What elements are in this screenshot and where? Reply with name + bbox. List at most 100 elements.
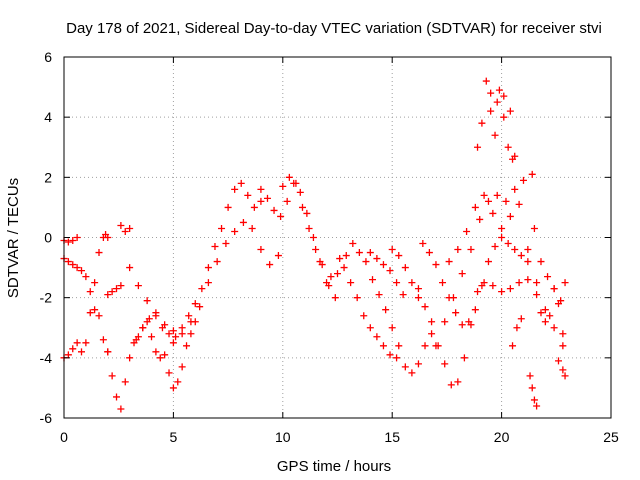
data-point xyxy=(64,258,72,266)
data-point xyxy=(91,306,99,314)
data-point xyxy=(366,249,374,257)
data-point xyxy=(161,351,169,359)
data-point xyxy=(340,264,348,272)
data-point xyxy=(375,291,383,299)
data-point xyxy=(460,354,468,362)
data-point xyxy=(95,312,103,320)
data-point xyxy=(331,294,339,302)
series-arc11 xyxy=(169,218,282,347)
data-point xyxy=(156,354,164,362)
data-point xyxy=(463,227,471,235)
data-point xyxy=(108,372,116,380)
data-point xyxy=(78,267,86,275)
data-point xyxy=(471,203,479,211)
data-point xyxy=(517,252,525,260)
data-point xyxy=(487,89,495,97)
data-point xyxy=(257,197,265,205)
data-point xyxy=(191,300,199,308)
data-point xyxy=(432,342,440,350)
data-point xyxy=(73,339,81,347)
data-point xyxy=(517,315,525,323)
data-point xyxy=(408,369,416,377)
data-point xyxy=(165,330,173,338)
data-point xyxy=(187,330,195,338)
data-point xyxy=(452,309,460,317)
data-point xyxy=(327,273,335,281)
data-point xyxy=(414,285,422,293)
data-point xyxy=(524,258,532,266)
data-point xyxy=(561,372,569,380)
data-point xyxy=(298,203,306,211)
data-point xyxy=(224,203,232,211)
x-tick-label: 5 xyxy=(170,429,178,445)
data-point xyxy=(489,209,497,217)
data-point xyxy=(487,107,495,115)
data-point xyxy=(139,324,147,332)
data-point xyxy=(178,324,186,332)
data-point xyxy=(498,224,506,232)
data-point xyxy=(178,330,186,338)
x-axis-label: GPS time / hours xyxy=(277,458,391,475)
data-point xyxy=(474,288,482,296)
data-point xyxy=(506,285,514,293)
data-point xyxy=(277,212,285,220)
data-point xyxy=(69,261,77,269)
data-point xyxy=(270,206,278,214)
series-arc27 xyxy=(524,224,569,305)
data-point xyxy=(388,246,396,254)
data-point xyxy=(152,348,160,356)
data-point xyxy=(183,342,191,350)
data-point xyxy=(441,318,449,326)
data-point xyxy=(476,215,484,223)
data-point xyxy=(393,279,401,287)
y-tick-label: 6 xyxy=(44,49,52,65)
data-point xyxy=(104,234,112,241)
data-point xyxy=(99,336,107,344)
data-point xyxy=(458,270,466,278)
data-point xyxy=(134,282,142,290)
y-tick-label: -2 xyxy=(40,290,53,306)
series-arc5 xyxy=(104,318,164,413)
data-point xyxy=(526,372,534,380)
data-point xyxy=(126,354,134,362)
data-point xyxy=(414,360,422,368)
data-point xyxy=(369,276,377,284)
data-point xyxy=(347,279,355,287)
data-point xyxy=(366,324,374,332)
data-point xyxy=(250,203,258,211)
data-point xyxy=(478,119,486,127)
x-tick-label: 15 xyxy=(384,429,400,445)
data-point xyxy=(506,107,514,115)
data-point xyxy=(143,297,151,305)
series-arc20 xyxy=(414,285,482,389)
data-point xyxy=(257,246,265,254)
data-point xyxy=(421,303,429,311)
data-point xyxy=(386,267,394,275)
data-point xyxy=(471,306,479,314)
data-point xyxy=(285,173,293,181)
data-point xyxy=(395,252,403,260)
series-arc17 xyxy=(349,240,436,377)
data-point xyxy=(121,378,129,386)
data-point xyxy=(504,240,512,248)
data-point xyxy=(360,312,368,320)
data-point xyxy=(495,86,503,94)
data-point xyxy=(178,363,186,371)
data-point xyxy=(533,402,541,410)
data-point xyxy=(296,188,304,196)
data-point xyxy=(554,300,562,308)
data-point xyxy=(283,197,291,205)
data-point xyxy=(91,279,99,287)
data-point xyxy=(82,273,90,281)
data-point xyxy=(148,333,156,341)
data-point xyxy=(117,405,125,413)
x-tick-label: 20 xyxy=(494,429,510,445)
data-point xyxy=(449,294,457,302)
data-point xyxy=(211,243,219,251)
y-tick-label: -4 xyxy=(40,350,53,366)
data-point xyxy=(382,306,390,314)
data-point xyxy=(500,92,508,100)
data-point xyxy=(474,143,482,151)
data-point xyxy=(169,384,177,392)
data-point xyxy=(537,309,545,317)
